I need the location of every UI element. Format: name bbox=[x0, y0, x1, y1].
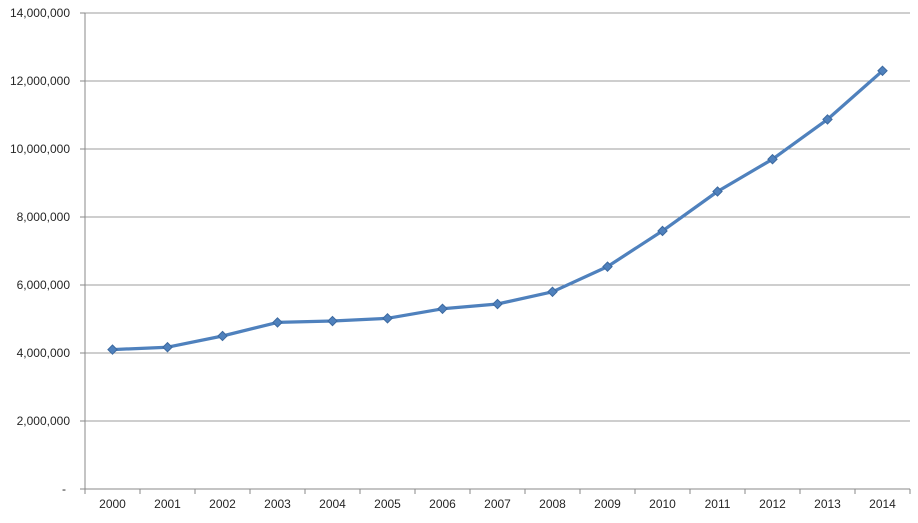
y-axis-label: 6,000,000 bbox=[17, 278, 71, 292]
x-axis-label: 2008 bbox=[539, 497, 566, 511]
data-point-marker bbox=[492, 298, 503, 310]
y-axis-label: 12,000,000 bbox=[10, 74, 70, 88]
x-axis-label: 2010 bbox=[649, 497, 676, 511]
data-point-marker bbox=[437, 303, 448, 315]
data-point-marker bbox=[382, 313, 393, 324]
x-axis-label: 2004 bbox=[319, 497, 346, 511]
x-axis-label: 2011 bbox=[705, 497, 731, 511]
x-axis-label: 2003 bbox=[264, 497, 291, 511]
data-point-marker bbox=[602, 261, 613, 272]
data-point-marker bbox=[547, 286, 558, 298]
x-axis-label: 2002 bbox=[209, 497, 236, 511]
data-point-marker bbox=[877, 65, 888, 77]
x-axis-label: 2005 bbox=[374, 497, 401, 511]
y-axis-label: 8,000,000 bbox=[17, 210, 71, 224]
x-axis-label: 2001 bbox=[154, 497, 181, 511]
x-axis-label: 2014 bbox=[869, 497, 896, 511]
data-point-marker bbox=[767, 153, 778, 165]
x-axis-label: 2012 bbox=[759, 497, 786, 511]
data-point-marker bbox=[657, 225, 668, 237]
data-point-marker bbox=[162, 341, 173, 353]
y-axis-label: 4,000,000 bbox=[17, 346, 71, 360]
y-axis-label: 2,000,000 bbox=[17, 414, 71, 428]
x-axis-label: 2009 bbox=[594, 497, 621, 511]
y-axis-label: - bbox=[62, 482, 66, 496]
data-point-marker bbox=[327, 315, 338, 327]
x-axis-label: 2000 bbox=[99, 497, 126, 511]
data-point-marker bbox=[107, 344, 118, 355]
y-axis-label: 14,000,000 bbox=[10, 6, 70, 20]
x-axis-label: 2013 bbox=[814, 497, 841, 511]
x-axis-label: 2007 bbox=[484, 497, 511, 511]
y-axis-label: 10,000,000 bbox=[10, 142, 70, 156]
data-point-marker bbox=[822, 114, 833, 125]
data-point-marker bbox=[272, 317, 283, 328]
data-point-marker bbox=[712, 186, 723, 197]
x-axis-label: 2006 bbox=[429, 497, 456, 511]
data-point-marker bbox=[217, 330, 228, 342]
